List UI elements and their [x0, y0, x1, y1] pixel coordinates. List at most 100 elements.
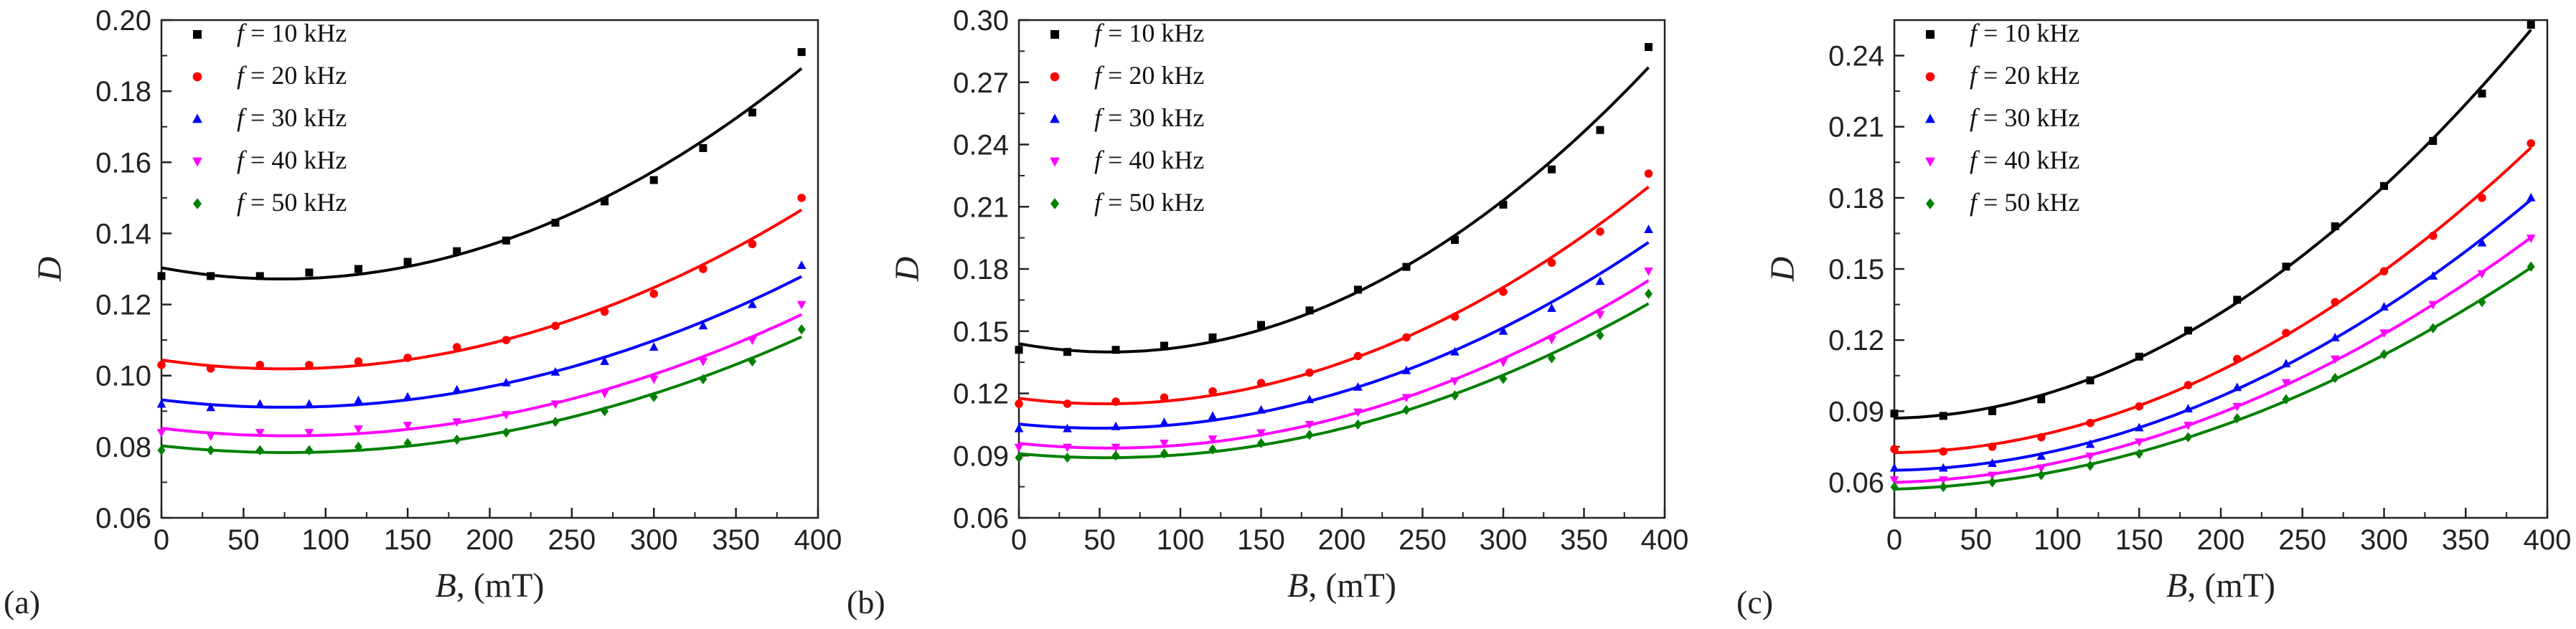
fit-curve: [1018, 185, 1650, 405]
x-tick-label: 200: [466, 524, 514, 556]
legend-entry-value: 50 kHz: [1129, 188, 1204, 217]
data-point: [1988, 477, 1996, 488]
data-point: [1063, 423, 1072, 432]
data-point: [2380, 181, 2388, 190]
data-point: [2477, 270, 2487, 279]
legend-entry: f = 40 kHz: [1970, 146, 2079, 174]
legend-entry-value: 20 kHz: [2004, 61, 2079, 90]
y-tick-label: 0.14: [95, 218, 151, 250]
data-point: [649, 176, 658, 184]
fit-curve: [1894, 236, 2532, 484]
legend-entry-eq: =: [1101, 61, 1129, 90]
data-point: [304, 399, 314, 408]
data-point: [1014, 443, 1024, 453]
data-point: [2037, 470, 2046, 481]
x-tick-label: 0: [1886, 524, 1902, 556]
data-point: [206, 364, 215, 373]
data-point: [1645, 288, 1653, 299]
data-point: [1257, 438, 1265, 449]
legend-marker: [1050, 72, 1060, 82]
y-tick-label: 0.12: [95, 290, 151, 321]
fit-curve: [161, 313, 802, 438]
legend-entry: f = 50 kHz: [237, 188, 347, 217]
data-point: [1063, 348, 1071, 356]
data-point: [600, 307, 609, 316]
data-point: [1063, 452, 1071, 463]
legend-marker: [1925, 72, 1935, 82]
data-point: [1256, 405, 1266, 414]
data-point: [2380, 349, 2388, 360]
data-point: [255, 361, 265, 369]
data-point: [1111, 421, 1121, 430]
x-axis-label: B, (mT): [1287, 567, 1396, 605]
legend-entry-eq: =: [1977, 103, 2004, 132]
legend-entry: f = 50 kHz: [1970, 188, 2079, 217]
legend-entry-eq: =: [244, 103, 271, 132]
data-point: [2233, 413, 2242, 424]
data-point: [1451, 236, 1459, 245]
data-point: [1596, 330, 1604, 341]
data-point: [1596, 126, 1604, 134]
series-40-kHz: [156, 301, 807, 441]
data-point: [2526, 21, 2535, 29]
legend-entry-eq: =: [1977, 61, 2004, 90]
data-point: [2233, 295, 2242, 304]
x-axis: 0 50 100 150 200 250 300 350 400: [1886, 508, 2571, 556]
legend-entry-eq: =: [244, 188, 271, 217]
data-point: [2428, 271, 2438, 280]
data-point: [1595, 276, 1605, 285]
x-tick-label: 200: [1318, 524, 1366, 556]
panel-label-c: (c): [1736, 584, 1773, 620]
data-point: [796, 260, 807, 269]
series-40-kHz: [1014, 267, 1653, 453]
x-axis-label: B, (mT): [2166, 567, 2275, 605]
data-point: [255, 272, 264, 280]
data-point: [1889, 476, 1899, 485]
legend-entry-value: 30 kHz: [2004, 103, 2079, 132]
data-point: [452, 384, 462, 394]
data-point: [1402, 405, 1411, 415]
data-point: [649, 342, 659, 351]
series-30-kHz: [1889, 192, 2536, 472]
data-point: [2330, 332, 2340, 341]
data-point: [1160, 448, 1168, 459]
data-point: [2134, 422, 2144, 432]
y-tick-label: 0.06: [953, 503, 1009, 534]
data-point: [1450, 377, 1459, 387]
panel-c: 0 50 100 150 200 250 300 350 400 0.06 0.09 0.12 0.15…: [1736, 19, 2571, 620]
data-point: [1015, 399, 1023, 408]
data-point: [452, 343, 461, 351]
panel-label-a: (a): [4, 584, 40, 620]
data-point: [1645, 43, 1653, 52]
x-tick-label: 200: [2197, 524, 2245, 556]
data-point: [403, 438, 412, 449]
data-point: [2282, 394, 2290, 405]
data-point: [699, 265, 708, 273]
x-axis: 0 50 100 150 200 250 300 350 400: [1011, 508, 1688, 556]
data-point: [2036, 451, 2046, 460]
series-50-kHz: [1890, 261, 2535, 493]
data-point: [156, 399, 166, 408]
data-point: [551, 321, 560, 331]
data-point: [1499, 374, 1508, 384]
data-point: [2184, 404, 2193, 412]
series-10-kHz: [1890, 21, 2535, 420]
x-axis-label-var: B: [436, 567, 456, 605]
x-axis-label-var: B: [2166, 567, 2187, 605]
data-point: [502, 336, 511, 344]
y-axis-label: D: [31, 257, 69, 283]
series-20-kHz: [1015, 169, 1653, 408]
data-point: [206, 432, 215, 441]
legend-entry-eq: =: [244, 61, 271, 90]
y-tick-label: 0.10: [95, 361, 151, 392]
data-point: [1988, 443, 1997, 451]
x-tick-label: 300: [1480, 524, 1528, 556]
data-point: [157, 361, 166, 369]
data-point: [1938, 476, 1948, 485]
data-point: [502, 377, 511, 387]
data-point: [2184, 326, 2192, 335]
legend-entry: f = 10 kHz: [1970, 19, 2079, 47]
legend-marker: [1926, 198, 1935, 209]
data-point: [1450, 346, 1459, 356]
legend-marker: [192, 113, 202, 123]
